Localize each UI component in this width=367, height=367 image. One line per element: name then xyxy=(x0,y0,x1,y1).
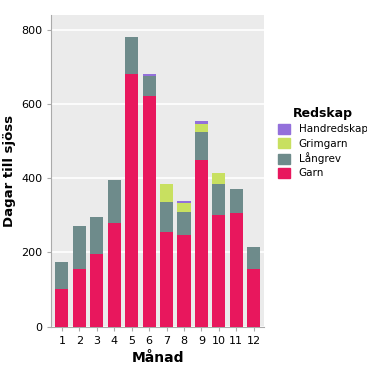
Bar xyxy=(90,254,103,327)
Bar xyxy=(108,180,121,223)
Bar xyxy=(160,184,173,202)
Bar xyxy=(73,226,86,269)
Bar xyxy=(212,184,225,215)
Bar xyxy=(125,37,138,74)
Bar xyxy=(177,201,190,203)
Bar xyxy=(160,232,173,327)
Bar xyxy=(160,202,173,232)
Bar xyxy=(195,132,208,160)
Bar xyxy=(247,269,260,327)
Bar xyxy=(142,74,156,76)
Bar xyxy=(90,217,103,254)
Y-axis label: Dagar till sjöss: Dagar till sjöss xyxy=(3,115,16,227)
Bar xyxy=(230,213,243,327)
Bar xyxy=(247,247,260,269)
Bar xyxy=(195,160,208,327)
Bar xyxy=(195,121,208,124)
Bar xyxy=(55,290,68,327)
Bar xyxy=(177,235,190,327)
Bar xyxy=(230,189,243,213)
Bar xyxy=(212,215,225,327)
Bar xyxy=(177,203,190,212)
X-axis label: Månad: Månad xyxy=(131,351,184,365)
Bar xyxy=(108,223,121,327)
Bar xyxy=(55,262,68,290)
Legend: Handredskap, Grimgarn, Långrev, Garn: Handredskap, Grimgarn, Långrev, Garn xyxy=(278,107,367,178)
Bar xyxy=(73,269,86,327)
Bar xyxy=(125,74,138,327)
Bar xyxy=(177,212,190,235)
Bar xyxy=(212,173,225,184)
Bar xyxy=(142,76,156,97)
Bar xyxy=(142,97,156,327)
Bar xyxy=(195,124,208,132)
